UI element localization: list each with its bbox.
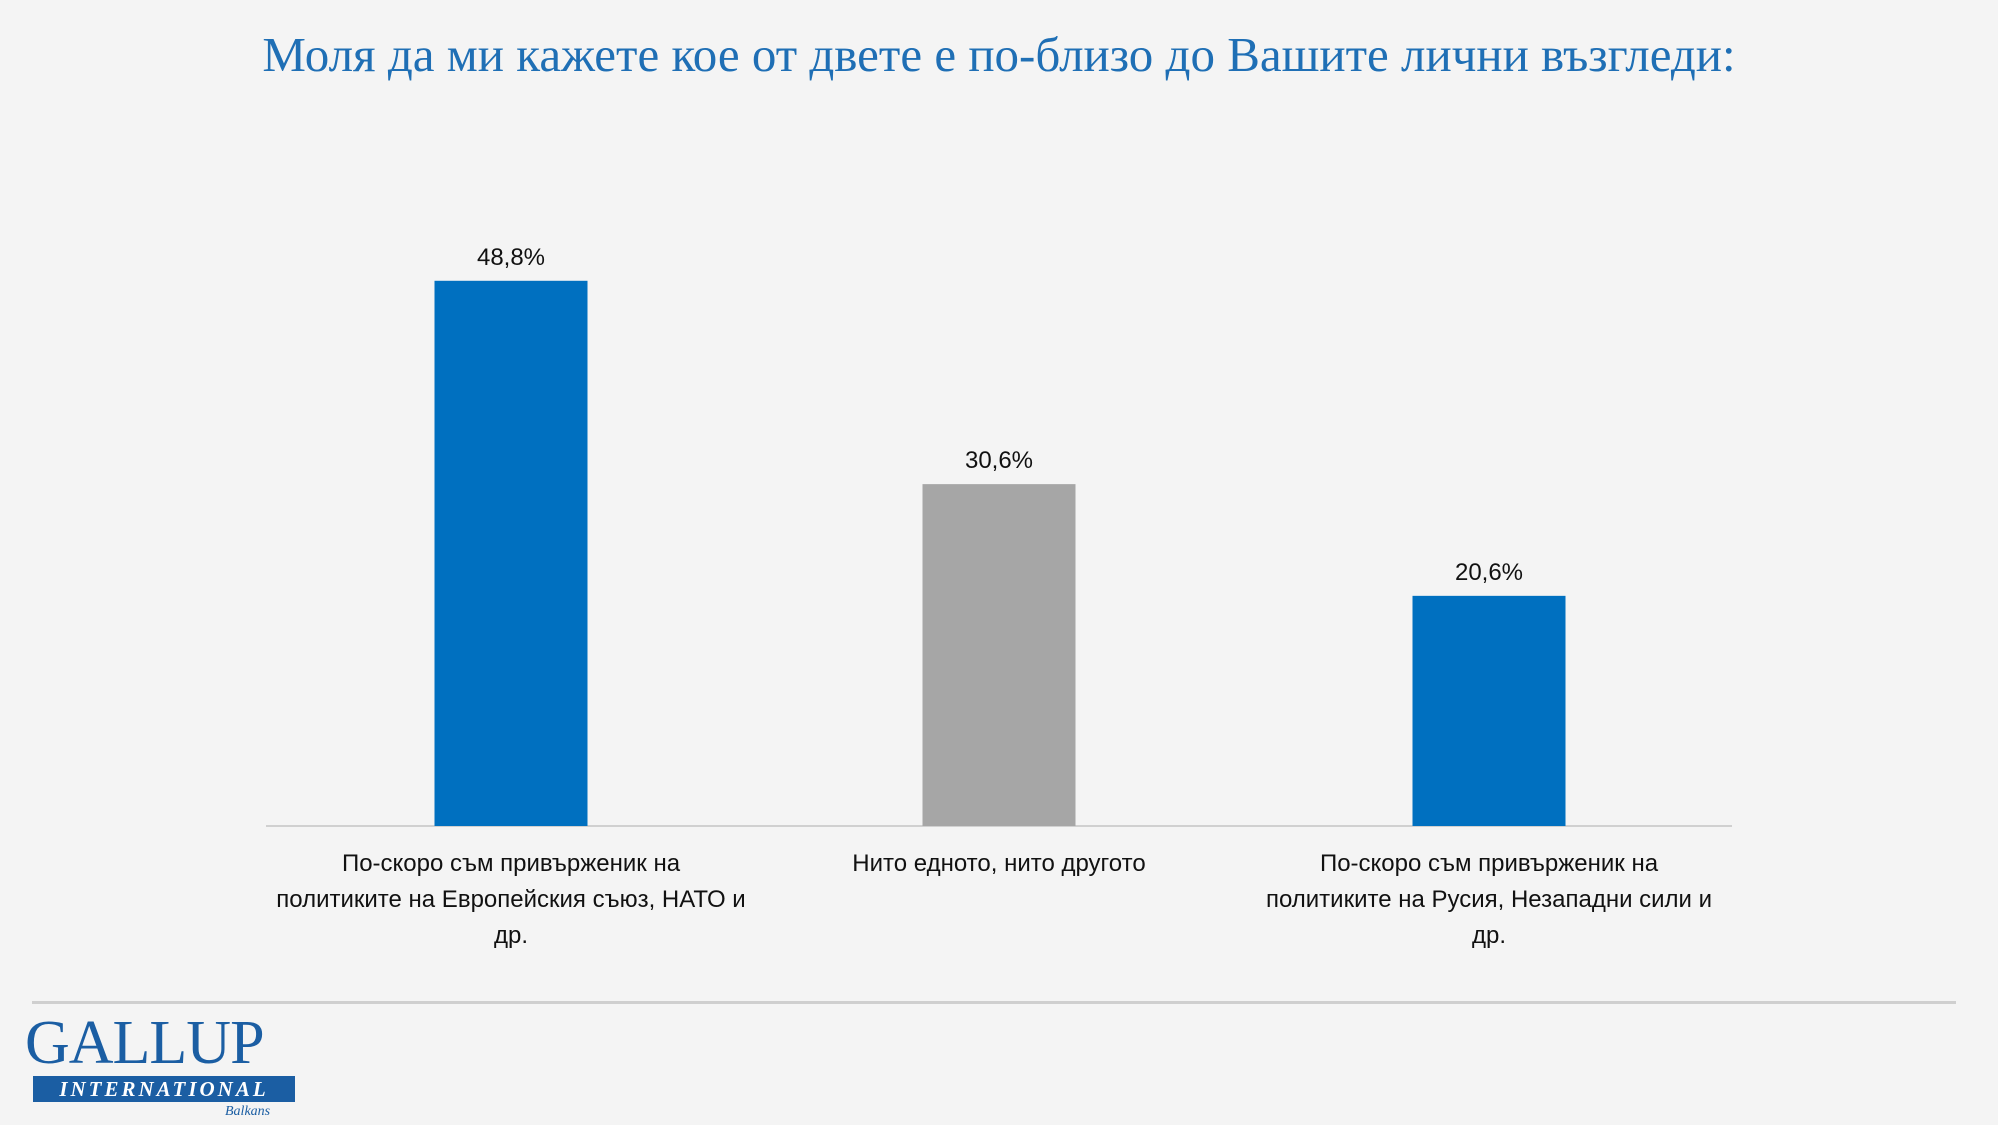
category-label-3: По-скоро съм привърженик на политиките н… — [1265, 850, 1713, 949]
chart-title: Моля да ми кажете кое от двете е по-близ… — [262, 27, 1736, 82]
logo-subtitle: Balkans — [225, 1104, 271, 1119]
bar-2 — [922, 484, 1076, 826]
value-label-1: 48,8% — [477, 244, 545, 271]
bar-1 — [434, 280, 588, 826]
value-label-3: 20,6% — [1455, 559, 1523, 586]
value-labels-group: 48,8% 30,6% 20,6% — [477, 244, 1523, 586]
category-label-2: Нито едното, нито другото — [852, 850, 1146, 877]
category-label-1: По-скоро съм привърженик на политиките н… — [276, 850, 746, 949]
bars-group — [434, 280, 1566, 826]
value-label-2: 30,6% — [965, 447, 1033, 474]
gallup-logo: GALLUP INTERNATIONAL Balkans — [25, 1012, 295, 1122]
footer-divider — [32, 1001, 1956, 1004]
logo-band: INTERNATIONAL — [33, 1076, 295, 1102]
logo-wordmark: GALLUP — [25, 1009, 265, 1077]
bar-3 — [1412, 595, 1566, 826]
bar-chart: 48,8% 30,6% 20,6% — [266, 244, 1732, 827]
